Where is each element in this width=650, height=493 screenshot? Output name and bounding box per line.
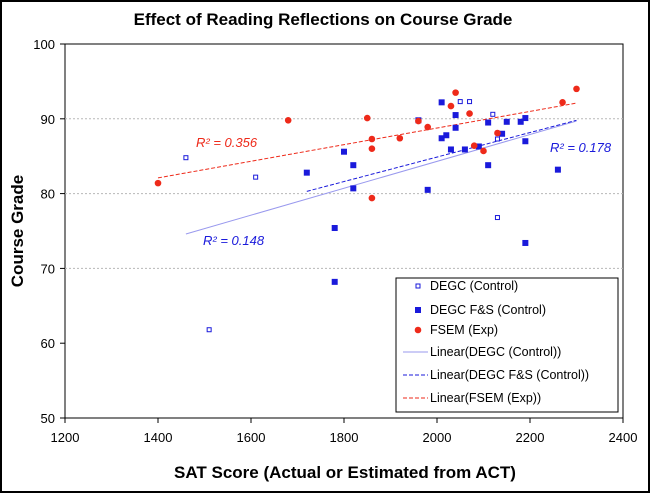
point-degc-control	[206, 327, 212, 333]
legend-trend-label-2: Linear(FSEM (Exp))	[430, 391, 541, 405]
point-degc-fs-control	[503, 118, 510, 125]
legend-label-0: DEGC (Control)	[430, 279, 518, 293]
trendline-degc-control	[185, 120, 577, 235]
legend-symbol-0	[415, 283, 421, 289]
point-degc-fs-control	[522, 138, 529, 145]
point-fsem-exp	[470, 142, 478, 150]
y-tick-label: 60	[41, 336, 55, 351]
x-tick-label: 1400	[144, 430, 173, 445]
point-fsem-exp	[573, 85, 580, 93]
r2-label-fsem-exp: R² = 0.356	[196, 135, 258, 150]
y-tick-label: 50	[41, 411, 55, 426]
point-fsem-exp	[368, 194, 376, 202]
point-fsem-exp	[494, 129, 501, 137]
legend-box	[395, 277, 619, 413]
point-degc-control	[457, 99, 463, 105]
x-tick-label: 1200	[51, 430, 80, 445]
point-degc-fs-control	[461, 146, 468, 153]
point-degc-fs-control	[499, 130, 506, 137]
gridlines	[65, 118, 623, 269]
data-points	[154, 85, 580, 333]
point-degc-fs-control	[554, 166, 561, 173]
point-degc-fs-control	[485, 119, 492, 126]
y-axis-ticks: 50 60 70 80 90 100	[33, 37, 65, 426]
x-tick-label: 2000	[423, 430, 452, 445]
y-tick-label: 70	[41, 261, 55, 276]
point-fsem-exp	[396, 134, 404, 142]
point-degc-control	[494, 136, 500, 142]
point-fsem-exp	[424, 123, 432, 131]
point-degc-fs-control	[517, 118, 524, 125]
chart-title: Effect of Reading Reflections on Course …	[134, 10, 513, 29]
point-fsem-exp	[363, 114, 371, 122]
point-degc-fs-control	[341, 148, 347, 155]
point-degc-fs-control	[438, 135, 445, 142]
point-degc-fs-control	[303, 169, 310, 176]
point-fsem-exp	[466, 110, 473, 117]
legend-label-1: DEGC F&S (Control)	[430, 303, 546, 317]
point-degc-fs-control	[452, 124, 459, 131]
x-axis-ticks: 1200 1400 1600 1800 2000 2200 2400	[51, 418, 638, 445]
point-fsem-exp	[452, 89, 459, 96]
point-degc-fs-control	[452, 112, 459, 119]
point-fsem-exp	[480, 147, 487, 155]
trendline-fsem-exp	[157, 102, 577, 179]
point-degc-fs-control	[331, 278, 338, 285]
point-degc-fs-control	[424, 186, 431, 193]
legend-symbol-1	[415, 307, 421, 313]
r2-label-degc-control: R² = 0.148	[203, 233, 265, 248]
point-degc-fs-control	[522, 115, 529, 122]
y-axis-label: Course Grade	[8, 175, 27, 287]
point-degc-control	[494, 215, 500, 221]
legend-trend-label-0: Linear(DEGC (Control))	[430, 345, 561, 359]
x-tick-label: 1600	[237, 430, 266, 445]
point-degc-fs-control	[522, 239, 529, 246]
y-tick-label: 90	[41, 112, 55, 127]
point-degc-fs-control	[438, 99, 445, 106]
point-fsem-exp	[559, 99, 566, 106]
point-degc-control	[467, 99, 473, 105]
x-axis-label: SAT Score (Actual or Estimated from ACT)	[174, 463, 516, 482]
point-fsem-exp	[447, 102, 455, 110]
point-degc-fs-control	[485, 162, 492, 169]
trendline-degc-fs-control	[306, 119, 577, 192]
x-tick-label: 1800	[330, 430, 359, 445]
point-degc-fs-control	[447, 146, 454, 153]
trendlines	[157, 102, 577, 235]
point-degc-fs-control	[331, 225, 338, 232]
point-fsem-exp	[284, 116, 292, 124]
point-degc-control	[183, 155, 189, 161]
point-degc-control	[490, 111, 496, 117]
legend-label-2: FSEM (Exp)	[430, 323, 498, 337]
point-degc-fs-control	[350, 185, 357, 192]
legend: DEGC (Control) DEGC F&S (Control) FSEM (Ex…	[395, 277, 619, 413]
x-tick-label: 2400	[609, 430, 638, 445]
legend-symbol-2	[414, 326, 422, 334]
y-tick-label: 80	[41, 187, 55, 202]
legend-trend-label-1: Linear(DEGC F&S (Control))	[430, 368, 589, 382]
x-tick-label: 2200	[516, 430, 545, 445]
point-fsem-exp	[154, 179, 162, 187]
point-fsem-exp	[415, 117, 422, 125]
point-fsem-exp	[368, 135, 376, 143]
point-fsem-exp	[368, 145, 376, 153]
point-degc-fs-control	[443, 132, 450, 139]
r-squared-labels: R² = 0.148 R² = 0.178 R² = 0.356	[196, 135, 612, 248]
point-degc-control	[253, 174, 259, 180]
r2-label-degc-fs-control: R² = 0.178	[550, 140, 612, 155]
y-tick-label: 100	[33, 37, 55, 52]
point-degc-fs-control	[350, 162, 357, 169]
point-degc-fs-control	[475, 143, 482, 150]
